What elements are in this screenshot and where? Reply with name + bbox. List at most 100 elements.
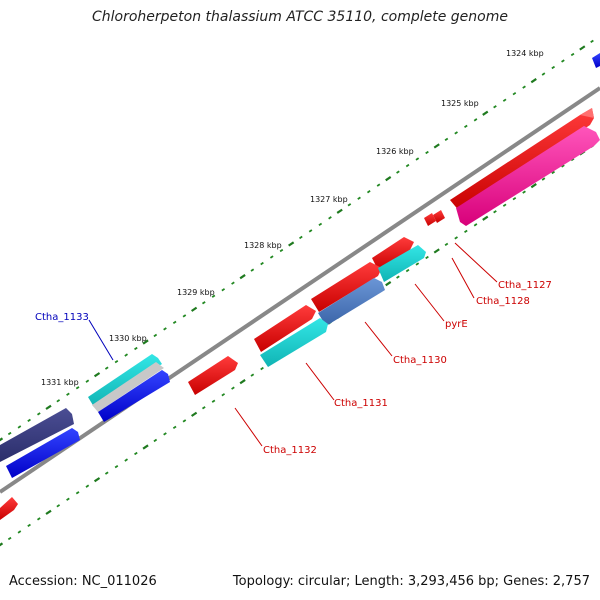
outer-track-tick xyxy=(250,268,255,272)
inner-track-tick xyxy=(93,477,101,483)
inner-track-tick xyxy=(250,373,255,377)
outer-tick-track xyxy=(0,39,594,442)
outer-track-tick xyxy=(482,110,489,116)
inner-track-tick xyxy=(239,379,246,385)
inner-track-tick xyxy=(114,464,119,469)
outer-track-tick xyxy=(182,314,187,318)
gene-label-ctha-1131: Ctha_1131 xyxy=(334,398,388,409)
inner-track-tick xyxy=(231,386,235,390)
outer-track-tick xyxy=(153,333,158,338)
outer-track-tick xyxy=(464,124,468,128)
outer-track-tick xyxy=(405,163,410,168)
outer-track-tick xyxy=(530,78,537,84)
outer-track-tick xyxy=(260,261,264,266)
inner-track-tick xyxy=(493,210,497,214)
inner-track-tick xyxy=(512,197,517,201)
outer-track-tick xyxy=(473,118,478,122)
outer-track-tick xyxy=(385,176,392,182)
gene-label-ctha-1128: Ctha_1128 xyxy=(476,296,530,307)
inner-track-tick xyxy=(541,177,546,181)
gene-arrow-ctha-1127 xyxy=(450,108,594,212)
outer-track-tick xyxy=(279,248,284,253)
outer-track-tick xyxy=(142,339,149,345)
inner-track-tick xyxy=(221,393,226,397)
gene-arrow-pink xyxy=(456,126,600,226)
outer-track-tick xyxy=(134,346,138,351)
scale-label-1331: 1331 kbp xyxy=(41,378,79,387)
inner-track-tick xyxy=(56,504,61,508)
scale-label-1326: 1326 kbp xyxy=(376,147,414,156)
inner-track-tick xyxy=(7,536,12,541)
outer-track-tick xyxy=(561,59,565,63)
outer-track-tick xyxy=(288,241,295,247)
inner-track-tick xyxy=(405,268,410,273)
kbp-scale-labels: 1324 kbp 1325 kbp 1326 kbp 1327 kbp 1328… xyxy=(41,49,544,387)
forward-strand-genes xyxy=(0,108,594,520)
inner-track-tick xyxy=(211,399,216,403)
inner-track-tick xyxy=(454,236,458,240)
inner-track-tick xyxy=(522,190,526,194)
gene-label-pyre: pyrE xyxy=(445,319,468,330)
inner-track-tick xyxy=(570,157,575,162)
outer-track-tick xyxy=(512,92,517,96)
gene-label-ctha-1130: Ctha_1130 xyxy=(393,355,447,366)
outer-track-tick xyxy=(357,196,361,200)
inner-track-tick xyxy=(425,255,429,260)
scale-label-1324: 1324 kbp xyxy=(506,49,544,58)
accession-text: Accession: NC_011026 xyxy=(9,574,157,589)
outer-track-tick xyxy=(56,399,61,403)
inner-track-tick xyxy=(153,438,158,443)
outer-track-tick xyxy=(541,72,546,76)
gene-arrow-ctha-1128 xyxy=(424,210,445,226)
outer-track-tick xyxy=(328,216,332,220)
inner-track-tick xyxy=(530,183,537,189)
outer-track-tick xyxy=(124,353,128,357)
inner-track-tick xyxy=(142,444,149,450)
gene-arrow-cyan-long xyxy=(260,318,328,367)
inner-track-tick xyxy=(444,242,449,247)
outer-track-tick xyxy=(211,294,216,298)
label-leader-lines xyxy=(88,242,498,447)
reverse-strand-genes xyxy=(0,53,600,478)
inner-track-tick xyxy=(482,215,489,221)
outer-track-tick xyxy=(376,183,381,187)
outer-track-tick xyxy=(221,288,226,292)
inner-track-tick xyxy=(104,471,109,475)
inner-track-tick xyxy=(415,262,420,266)
topology-text: Topology: circular; Length: 3,293,456 bp… xyxy=(232,574,590,589)
outer-track-tick xyxy=(425,150,429,155)
outer-track-tick xyxy=(191,306,198,312)
outer-track-tick xyxy=(522,85,526,89)
outer-track-tick xyxy=(163,327,167,331)
outer-track-tick xyxy=(366,190,371,194)
outer-track-tick xyxy=(415,157,420,161)
outer-track-tick xyxy=(493,105,497,109)
inner-track-tick xyxy=(0,542,4,547)
gene-arrow-pyre xyxy=(372,237,414,270)
outer-track-tick xyxy=(454,131,458,135)
inner-track-tick xyxy=(182,419,187,423)
inner-track-tick xyxy=(396,275,400,279)
inner-track-tick xyxy=(551,170,556,175)
inner-track-tick xyxy=(27,523,31,528)
inner-track-tick xyxy=(201,406,206,410)
outer-track-tick xyxy=(433,143,440,149)
scale-label-1325: 1325 kbp xyxy=(441,99,479,108)
gene-arrow-navy xyxy=(0,408,74,462)
outer-track-tick xyxy=(396,170,400,174)
outer-track-tick xyxy=(299,235,303,240)
outer-track-tick xyxy=(239,274,246,280)
inner-track-tick xyxy=(172,425,177,430)
inner-track-tick xyxy=(45,509,52,515)
outer-track-tick xyxy=(27,418,31,423)
outer-track-tick xyxy=(590,39,594,44)
inner-track-tick xyxy=(433,248,440,254)
inner-track-tick xyxy=(134,451,138,456)
outer-track-tick xyxy=(551,65,556,70)
outer-track-tick xyxy=(318,222,323,227)
gene-arrow-ctha-1131 xyxy=(254,305,316,352)
outer-track-tick xyxy=(579,45,586,51)
inner-track-tick xyxy=(502,203,507,207)
inner-track-tick xyxy=(561,164,565,168)
